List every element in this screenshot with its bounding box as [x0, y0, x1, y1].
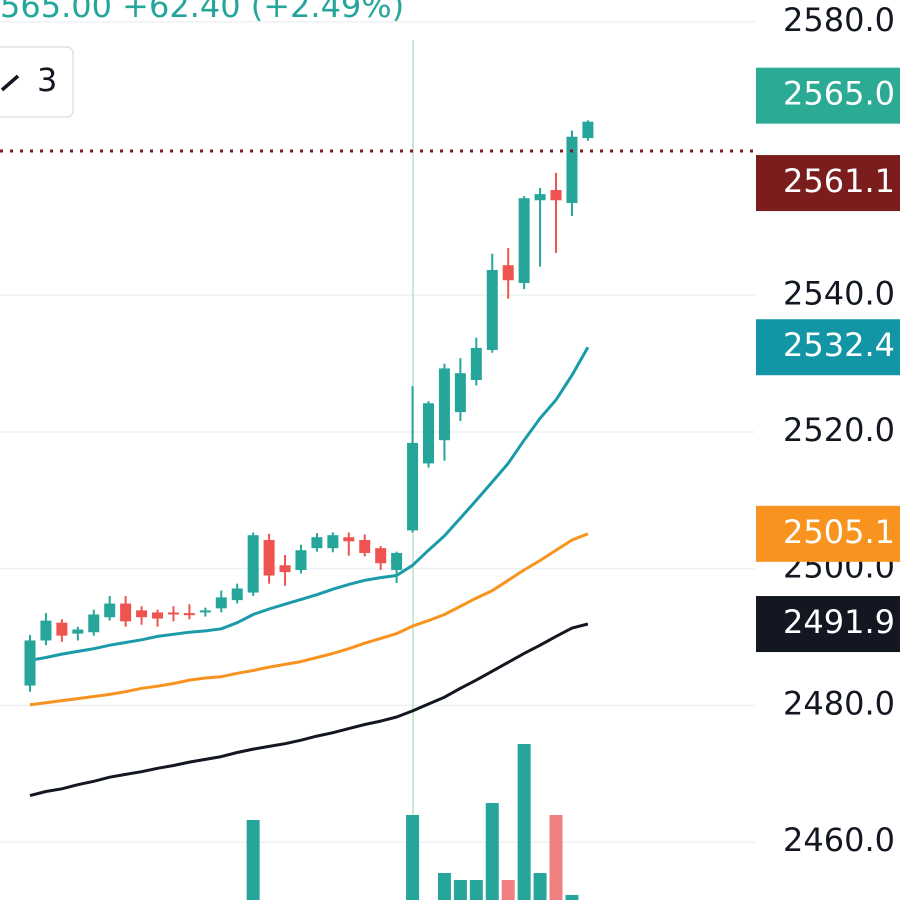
candle-body: [279, 565, 291, 573]
candle-body: [72, 629, 84, 634]
candle-body: [24, 640, 36, 686]
y-tick-label: 2460.0: [783, 821, 895, 859]
candle-body: [518, 198, 530, 283]
legend-count[interactable]: 3: [37, 61, 57, 99]
price-axis: 2580.02540.02520.02500.02480.02460.02565…: [756, 1, 900, 859]
candle-body: [454, 373, 466, 413]
price-label: 2565.0: [783, 75, 895, 113]
moving-average-line: [29, 532, 589, 707]
candle-body: [311, 537, 323, 549]
header-price: 565.00 +62.40 (+2.49%): [0, 0, 404, 25]
volume-bar: [406, 815, 420, 900]
candle-body: [502, 265, 514, 281]
y-tick-label: 2580.0: [783, 1, 895, 39]
price-label-box: [756, 319, 900, 376]
volume-bar: [565, 895, 579, 900]
candle-body: [247, 535, 259, 593]
volume-bar: [517, 744, 531, 900]
candle-body: [470, 347, 482, 381]
volume-bar: [485, 803, 499, 900]
plot: [0, 120, 755, 900]
price-label: 2491.9: [783, 603, 895, 641]
price-label-box: [756, 155, 900, 212]
candle-body: [56, 622, 68, 636]
candle-body: [199, 610, 211, 613]
candle-body: [438, 368, 450, 441]
candle-body: [391, 552, 403, 571]
candle-body: [231, 588, 243, 601]
candle-body: [104, 603, 116, 618]
candle-body: [215, 597, 227, 609]
candle-body: [423, 403, 434, 464]
price-label: 2532.4: [783, 326, 895, 364]
legend-icon: [0, 74, 20, 92]
price-label-box: [756, 505, 900, 562]
candle-body: [136, 610, 148, 618]
volume-bar: [533, 873, 547, 900]
candle-body: [88, 614, 100, 633]
moving-average-line: [29, 622, 589, 798]
candle-body: [167, 612, 179, 615]
price-label: 2505.1: [783, 513, 895, 551]
candle-body: [295, 550, 307, 571]
y-tick-label: 2540.0: [783, 274, 895, 312]
volume-bar: [549, 815, 563, 900]
candle-body: [152, 612, 164, 619]
candle-body: [566, 136, 578, 204]
volume-bar: [453, 880, 467, 900]
candle-body: [183, 613, 195, 616]
legend-toggle[interactable]: 3: [0, 46, 74, 118]
volume-bar: [501, 880, 515, 900]
candle-body: [343, 537, 355, 542]
candle-body: [375, 548, 387, 564]
candle-body: [327, 535, 339, 549]
volume-bar: [437, 873, 451, 900]
candle-body: [263, 539, 275, 576]
candle-body: [550, 190, 562, 201]
price-label: 2561.1: [783, 162, 895, 200]
candle-body: [120, 603, 132, 622]
price-label-box: [756, 67, 900, 124]
y-tick-label: 2480.0: [783, 684, 895, 722]
price-label-box: [756, 596, 900, 653]
candle-body: [486, 269, 498, 350]
candle-body: [582, 121, 594, 139]
candle-body: [359, 539, 371, 553]
y-tick-label: 2520.0: [783, 411, 895, 449]
candle-body: [40, 620, 52, 641]
candle-body: [407, 442, 419, 531]
volume-bar: [246, 820, 260, 900]
moving-average-line: [29, 346, 590, 662]
legend-box[interactable]: [0, 46, 74, 118]
volume-bar: [469, 880, 483, 900]
candle-body: [534, 194, 546, 201]
grid: [0, 21, 755, 843]
